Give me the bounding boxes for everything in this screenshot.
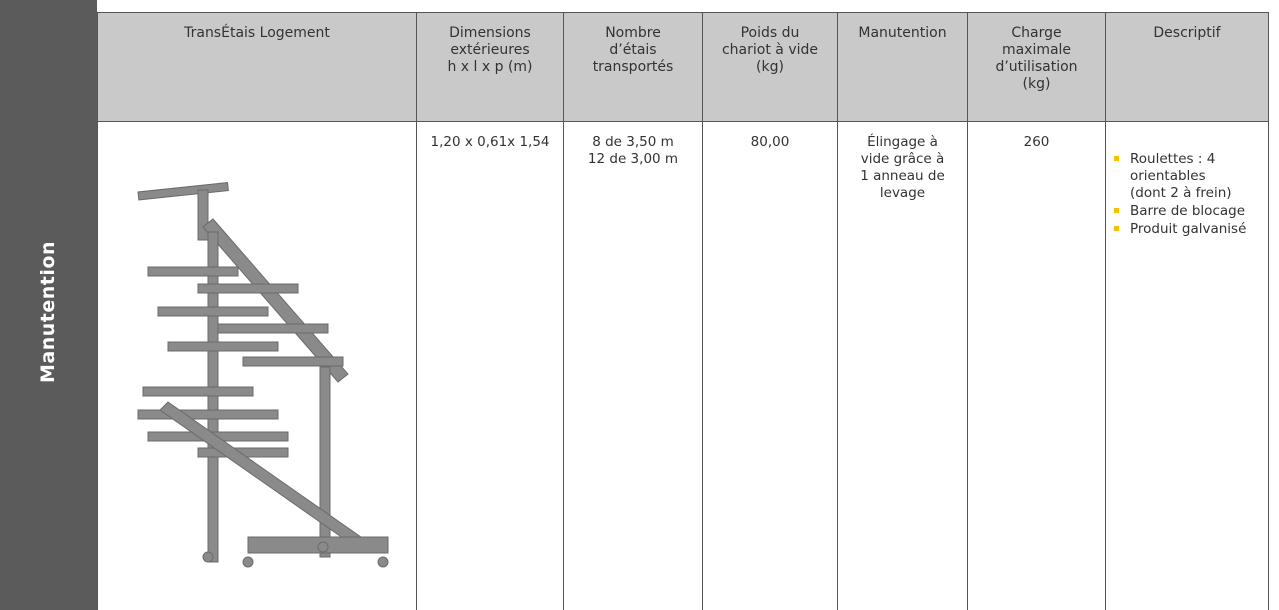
header-cell: Dimensions extérieures h x l x p (m) bbox=[417, 12, 564, 122]
header-cell: Descriptif bbox=[1106, 12, 1269, 122]
header-cell: Manutention bbox=[838, 12, 968, 122]
header-cell: Nombre d’étais transportés bbox=[564, 12, 703, 122]
sidebar: Manutention bbox=[0, 0, 97, 610]
image-cell bbox=[97, 122, 417, 610]
header-cell: Charge maximale d’utilisation (kg) bbox=[968, 12, 1106, 122]
cell: 8 de 3,50 m 12 de 3,00 m bbox=[564, 122, 703, 610]
bullet-list: Roulettes : 4 orientables (dont 2 à frei… bbox=[1106, 151, 1268, 238]
cell: 260 bbox=[968, 122, 1106, 610]
product-image bbox=[137, 182, 389, 568]
cell: 80,00 bbox=[703, 122, 838, 610]
cell: Roulettes : 4 orientables (dont 2 à frei… bbox=[1106, 122, 1269, 610]
bullet-item: Barre de blocage bbox=[1114, 203, 1268, 220]
cell: 1,20 x 0,61x 1,54 bbox=[417, 122, 564, 610]
bullet-item: Roulettes : 4 orientables (dont 2 à frei… bbox=[1114, 151, 1268, 202]
header-cell: TransÉtais Logement bbox=[97, 12, 417, 122]
header-cell: Poids du chariot à vide (kg) bbox=[703, 12, 838, 122]
bullet-item: Produit galvanisé bbox=[1114, 221, 1268, 238]
cell: Élingage à vide grâce à 1 anneau de leva… bbox=[838, 122, 968, 610]
sidebar-label: Manutention bbox=[37, 241, 59, 383]
